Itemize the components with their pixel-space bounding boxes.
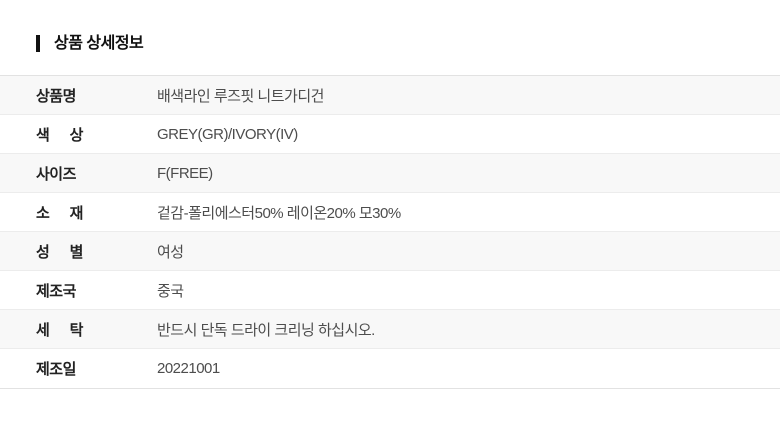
section-header: 상품 상세정보: [0, 0, 780, 75]
row-value: 반드시 단독 드라이 크리닝 하십시오.: [157, 321, 375, 339]
row-value: 20221001: [157, 360, 220, 377]
row-label: 성 별: [36, 243, 84, 261]
row-label-cell: 성 별: [36, 241, 157, 262]
table-row: 제조국 중국: [0, 271, 780, 310]
table-row: 사이즈 F(FREE): [0, 154, 780, 193]
row-value: F(FREE): [157, 164, 213, 182]
table-row: 색 상 GREY(GR)/IVORY(IV): [0, 115, 780, 154]
row-value: 배색라인 루즈핏 니트가디건: [157, 87, 324, 105]
table-row: 상품명 배색라인 루즈핏 니트가디건: [0, 76, 780, 115]
row-label: 사이즈: [36, 165, 76, 183]
row-label-cell: 색 상: [36, 124, 157, 145]
row-value: 중국: [157, 282, 184, 300]
row-label: 색 상: [36, 126, 84, 144]
row-value: GREY(GR)/IVORY(IV): [157, 125, 298, 143]
row-label: 상품명: [36, 87, 76, 105]
row-label-cell: 상품명: [36, 85, 157, 106]
table-row: 제조일 20221001: [0, 349, 780, 388]
row-label: 소 재: [36, 204, 84, 222]
row-label-cell: 사이즈: [36, 163, 157, 184]
row-label: 제조일: [36, 361, 76, 378]
row-label-cell: 소 재: [36, 202, 157, 223]
product-info-table: 상품명 배색라인 루즈핏 니트가디건 색 상 GREY(GR)/IVORY(IV…: [0, 75, 780, 389]
row-label-cell: 세 탁: [36, 319, 157, 340]
row-value: 여성: [157, 243, 184, 261]
table-row: 세 탁 반드시 단독 드라이 크리닝 하십시오.: [0, 310, 780, 349]
row-label: 제조국: [36, 282, 76, 300]
table-row: 성 별 여성: [0, 232, 780, 271]
page-title: 상품 상세정보: [54, 35, 144, 52]
title-accent-bar-icon: [36, 35, 40, 52]
row-value: 겉감-폴리에스터50% 레이온20% 모30%: [157, 204, 401, 222]
table-row: 소 재 겉감-폴리에스터50% 레이온20% 모30%: [0, 193, 780, 232]
row-label-cell: 제조국: [36, 280, 157, 301]
row-label: 세 탁: [36, 321, 84, 339]
row-label-cell: 제조일: [36, 358, 157, 379]
